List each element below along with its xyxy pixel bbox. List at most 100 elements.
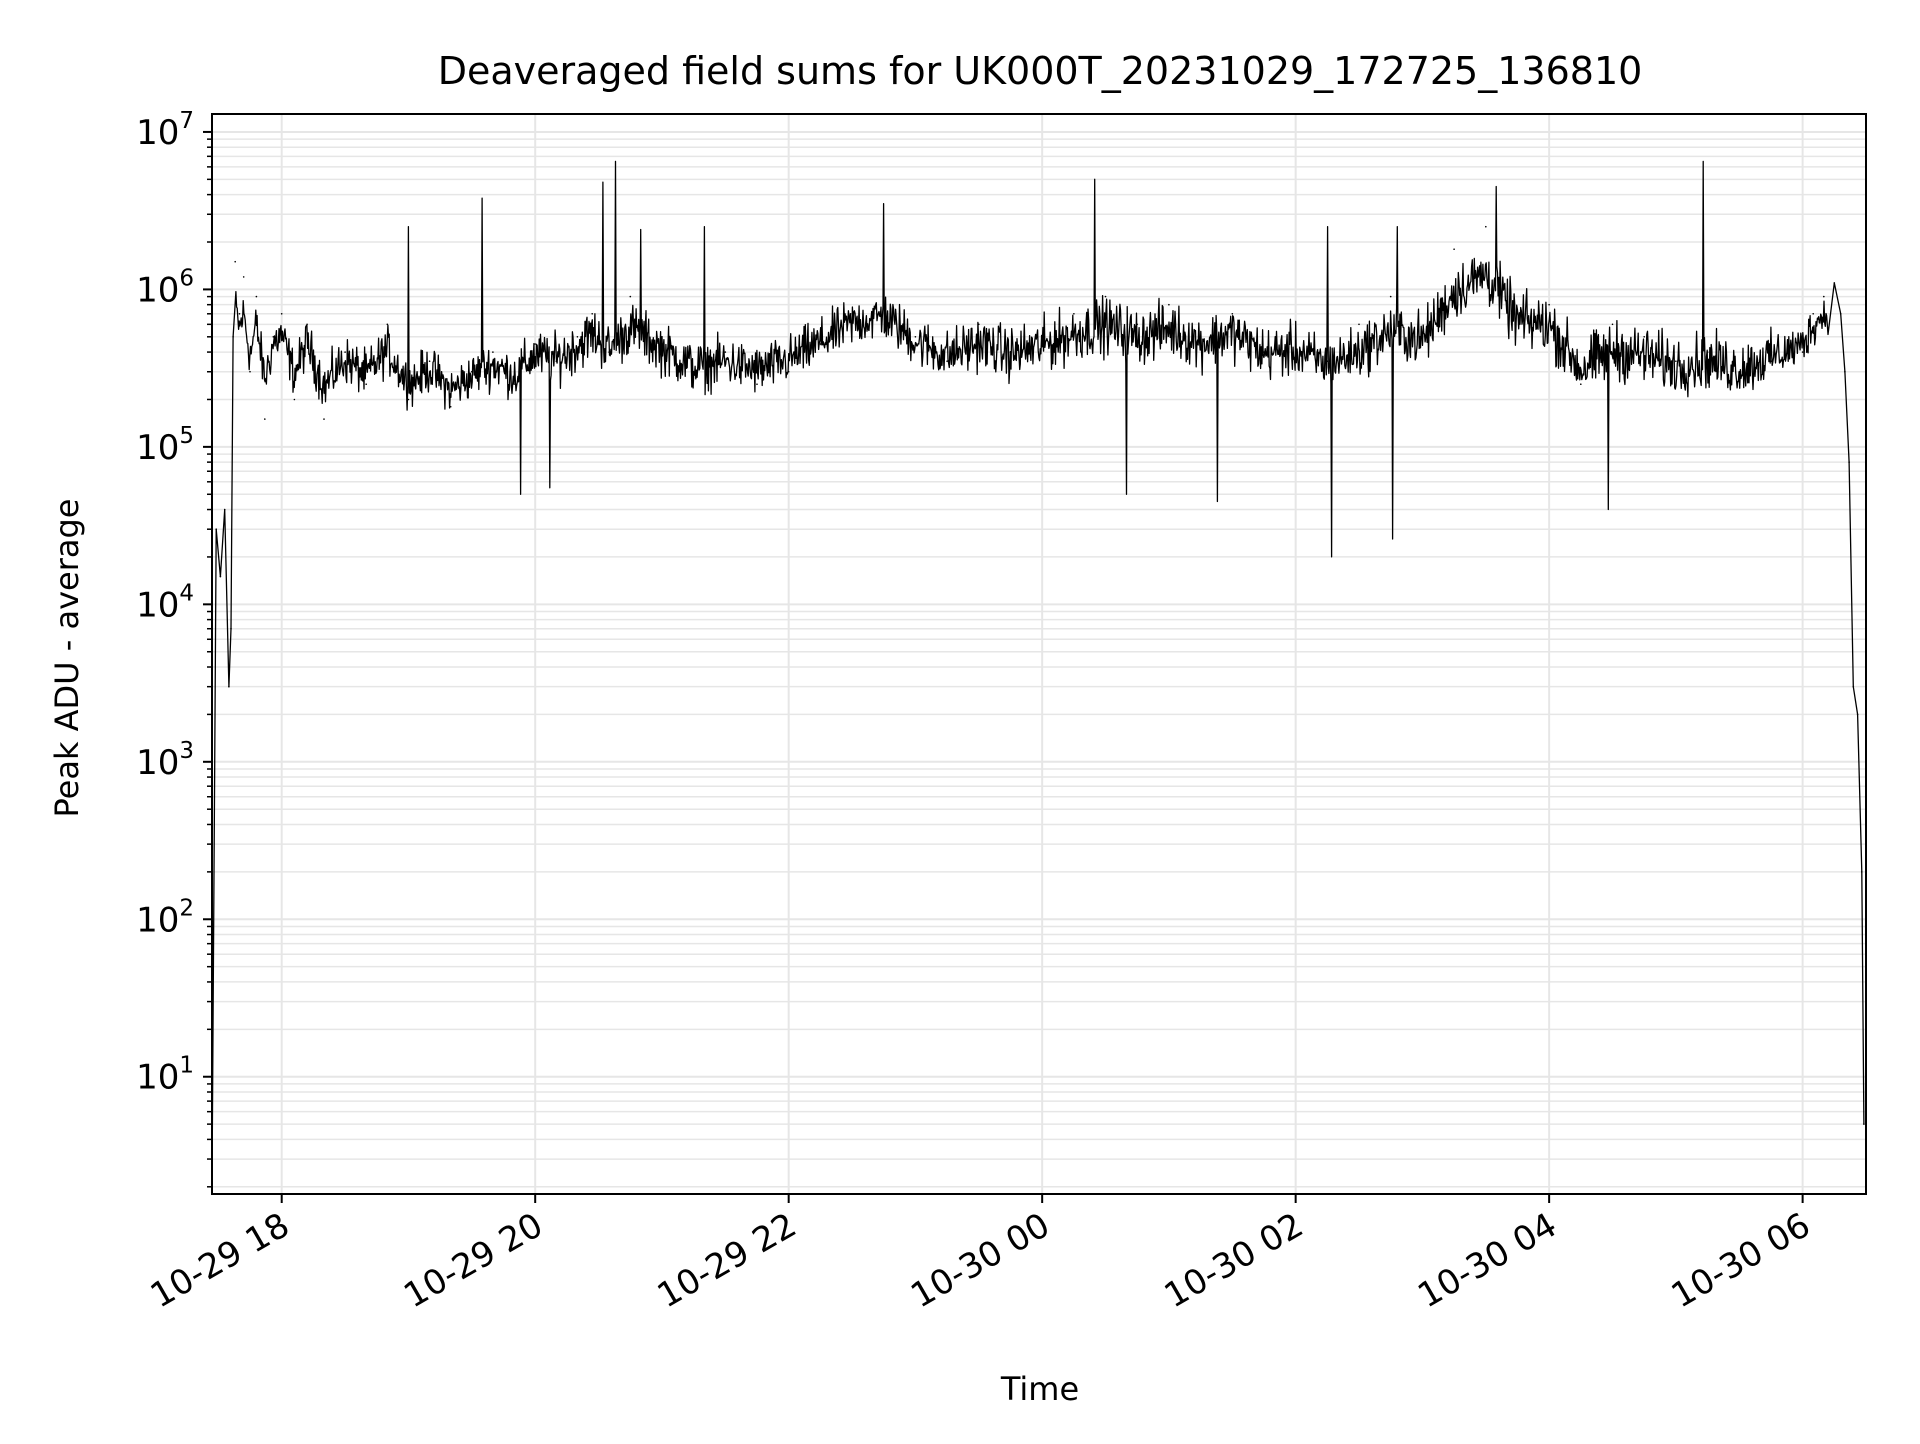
data-point xyxy=(1294,336,1297,338)
y-tick-label-exponent: 7 xyxy=(179,108,194,134)
data-point xyxy=(323,418,325,420)
data-point xyxy=(1823,295,1825,298)
y-tick-label: 102 xyxy=(136,895,194,940)
data-point xyxy=(1453,248,1455,250)
x-axis-label: Time xyxy=(1000,1370,1079,1408)
data-point xyxy=(234,260,236,263)
y-tick-label: 103 xyxy=(136,738,194,783)
data-point xyxy=(1738,370,1741,373)
data-point xyxy=(428,360,431,363)
data-point xyxy=(756,383,758,386)
data-point xyxy=(555,360,558,363)
data-point xyxy=(661,336,663,338)
data-point xyxy=(1009,351,1012,353)
y-tick-label: 107 xyxy=(136,108,194,153)
data-point xyxy=(1611,323,1614,326)
data-point xyxy=(608,351,610,353)
plot-frame xyxy=(211,113,1867,1195)
y-tick-label-base: 10 xyxy=(136,428,179,468)
data-point xyxy=(1852,685,1855,688)
data-point xyxy=(946,360,948,363)
data-point xyxy=(1231,313,1234,315)
data-point xyxy=(242,276,245,278)
data-point xyxy=(223,508,226,511)
data-point xyxy=(280,313,283,315)
y-tick-label-exponent: 2 xyxy=(179,895,194,921)
data-point xyxy=(629,295,632,298)
y-tick-label-exponent: 1 xyxy=(179,1053,194,1079)
data-point xyxy=(978,323,980,326)
y-tick-label-exponent: 5 xyxy=(179,423,194,449)
series-layer xyxy=(211,160,1865,1188)
data-point xyxy=(851,313,853,315)
data-point xyxy=(232,336,234,338)
y-tick-label-base: 10 xyxy=(136,113,179,153)
data-point xyxy=(1421,336,1424,338)
data-point xyxy=(692,370,695,373)
y-tick-label-base: 10 xyxy=(136,743,179,783)
y-tick-label-base: 10 xyxy=(136,585,179,625)
data-point xyxy=(1104,295,1107,298)
data-point xyxy=(1833,282,1836,284)
data-point xyxy=(1485,225,1487,228)
data-point xyxy=(1675,360,1677,363)
data-point xyxy=(471,370,473,373)
data-point xyxy=(1844,370,1846,373)
y-tick-label: 104 xyxy=(136,580,194,625)
data-point xyxy=(1861,871,1863,873)
y-tick-label-exponent: 4 xyxy=(179,580,194,606)
data-point xyxy=(1863,1123,1865,1125)
data-point xyxy=(724,351,727,353)
data-point xyxy=(1326,360,1329,363)
data-point xyxy=(1041,336,1043,338)
data-point xyxy=(306,323,308,326)
data-point xyxy=(591,313,593,315)
grid xyxy=(212,114,1866,1194)
y-tick-label: 105 xyxy=(136,423,194,468)
series-line xyxy=(211,160,1865,1187)
data-point xyxy=(1136,323,1138,326)
chart-title: Deaveraged field sums for UK000T_2023102… xyxy=(438,49,1643,93)
data-point xyxy=(1856,713,1859,716)
data-point xyxy=(1643,336,1645,338)
data-point xyxy=(255,295,258,298)
data-point xyxy=(819,343,822,345)
y-tick-label: 101 xyxy=(136,1053,194,1098)
data-point xyxy=(1548,303,1550,306)
data-point xyxy=(219,575,222,578)
data-point xyxy=(264,418,266,420)
y-tick-label: 106 xyxy=(136,265,194,310)
y-tick-label-base: 10 xyxy=(136,900,179,940)
data-point xyxy=(1073,313,1075,315)
y-axis-label: Peak ADU - average xyxy=(48,499,86,818)
data-point xyxy=(787,370,790,373)
data-point xyxy=(1358,323,1360,326)
data-point xyxy=(576,336,579,338)
y-tick-label-exponent: 3 xyxy=(179,738,194,764)
data-point xyxy=(293,398,296,401)
data-point xyxy=(492,351,494,353)
data-point xyxy=(215,528,217,530)
data-point xyxy=(1706,351,1709,353)
data-point xyxy=(1580,383,1582,386)
data-point xyxy=(1168,303,1170,306)
data-point xyxy=(534,343,536,345)
data-point xyxy=(272,336,275,338)
data-point xyxy=(1801,351,1804,353)
data-point xyxy=(238,313,241,315)
data-point xyxy=(914,336,917,338)
data-point xyxy=(407,398,410,401)
data-point xyxy=(449,405,452,408)
data-point xyxy=(513,383,515,386)
y-tick-label-exponent: 6 xyxy=(179,265,194,291)
data-point xyxy=(249,370,251,373)
data-point xyxy=(1389,295,1392,298)
y-tick-label-base: 10 xyxy=(136,1058,179,1098)
y-tick-label-base: 10 xyxy=(136,270,179,310)
data-point xyxy=(882,288,885,291)
data-point xyxy=(230,627,232,630)
